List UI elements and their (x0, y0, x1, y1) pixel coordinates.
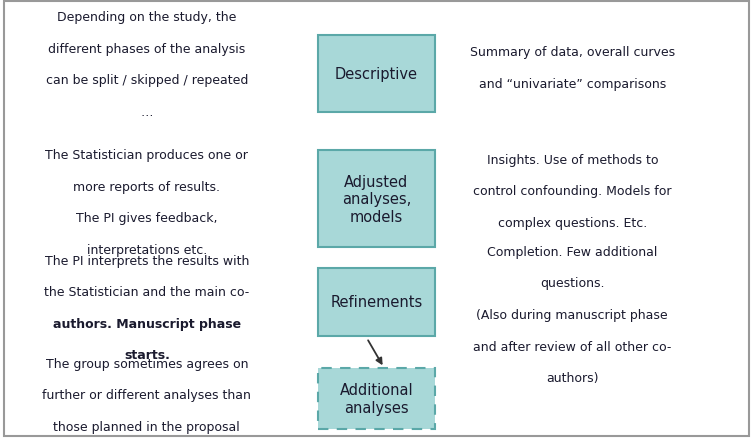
Text: The PI gives feedback,: The PI gives feedback, (76, 212, 218, 225)
Text: interpretations etc.: interpretations etc. (87, 244, 207, 257)
Text: and “univariate” comparisons: and “univariate” comparisons (479, 78, 666, 91)
Text: Additional
analyses: Additional analyses (340, 382, 413, 415)
Text: questions.: questions. (540, 277, 605, 290)
Text: different phases of the analysis: different phases of the analysis (48, 42, 245, 56)
Text: Insights. Use of methods to: Insights. Use of methods to (486, 153, 658, 166)
Text: The Statistician produces one or: The Statistician produces one or (45, 149, 248, 162)
Text: starts.: starts. (124, 349, 169, 362)
Text: Descriptive: Descriptive (335, 67, 418, 82)
Text: complex questions. Etc.: complex questions. Etc. (498, 216, 647, 230)
Text: Depending on the study, the: Depending on the study, the (57, 11, 236, 24)
Text: further or different analyses than: further or different analyses than (42, 389, 252, 402)
Text: more reports of results.: more reports of results. (73, 180, 221, 194)
Text: those planned in the proposal: those planned in the proposal (53, 420, 240, 433)
FancyBboxPatch shape (318, 368, 435, 429)
Text: can be split / skipped / repeated: can be split / skipped / repeated (46, 74, 248, 87)
Text: Adjusted
analyses,
models: Adjusted analyses, models (342, 174, 411, 224)
Text: authors): authors) (546, 371, 599, 385)
FancyBboxPatch shape (318, 268, 435, 336)
FancyBboxPatch shape (318, 36, 435, 113)
Text: and after review of all other co-: and after review of all other co- (473, 340, 672, 353)
Text: Refinements: Refinements (331, 295, 422, 310)
Text: The PI interprets the results with: The PI interprets the results with (44, 254, 249, 267)
Text: control confounding. Models for: control confounding. Models for (473, 185, 672, 198)
Text: The group sometimes agrees on: The group sometimes agrees on (46, 357, 248, 370)
Text: authors. Manuscript phase: authors. Manuscript phase (53, 317, 241, 330)
Text: the Statistician and the main co-: the Statistician and the main co- (44, 286, 249, 299)
FancyBboxPatch shape (318, 151, 435, 247)
Text: (Also during manuscript phase: (Also during manuscript phase (477, 308, 668, 321)
Text: …: … (141, 106, 153, 119)
Text: Summary of data, overall curves: Summary of data, overall curves (470, 46, 675, 59)
Text: Completion. Few additional: Completion. Few additional (487, 245, 657, 258)
